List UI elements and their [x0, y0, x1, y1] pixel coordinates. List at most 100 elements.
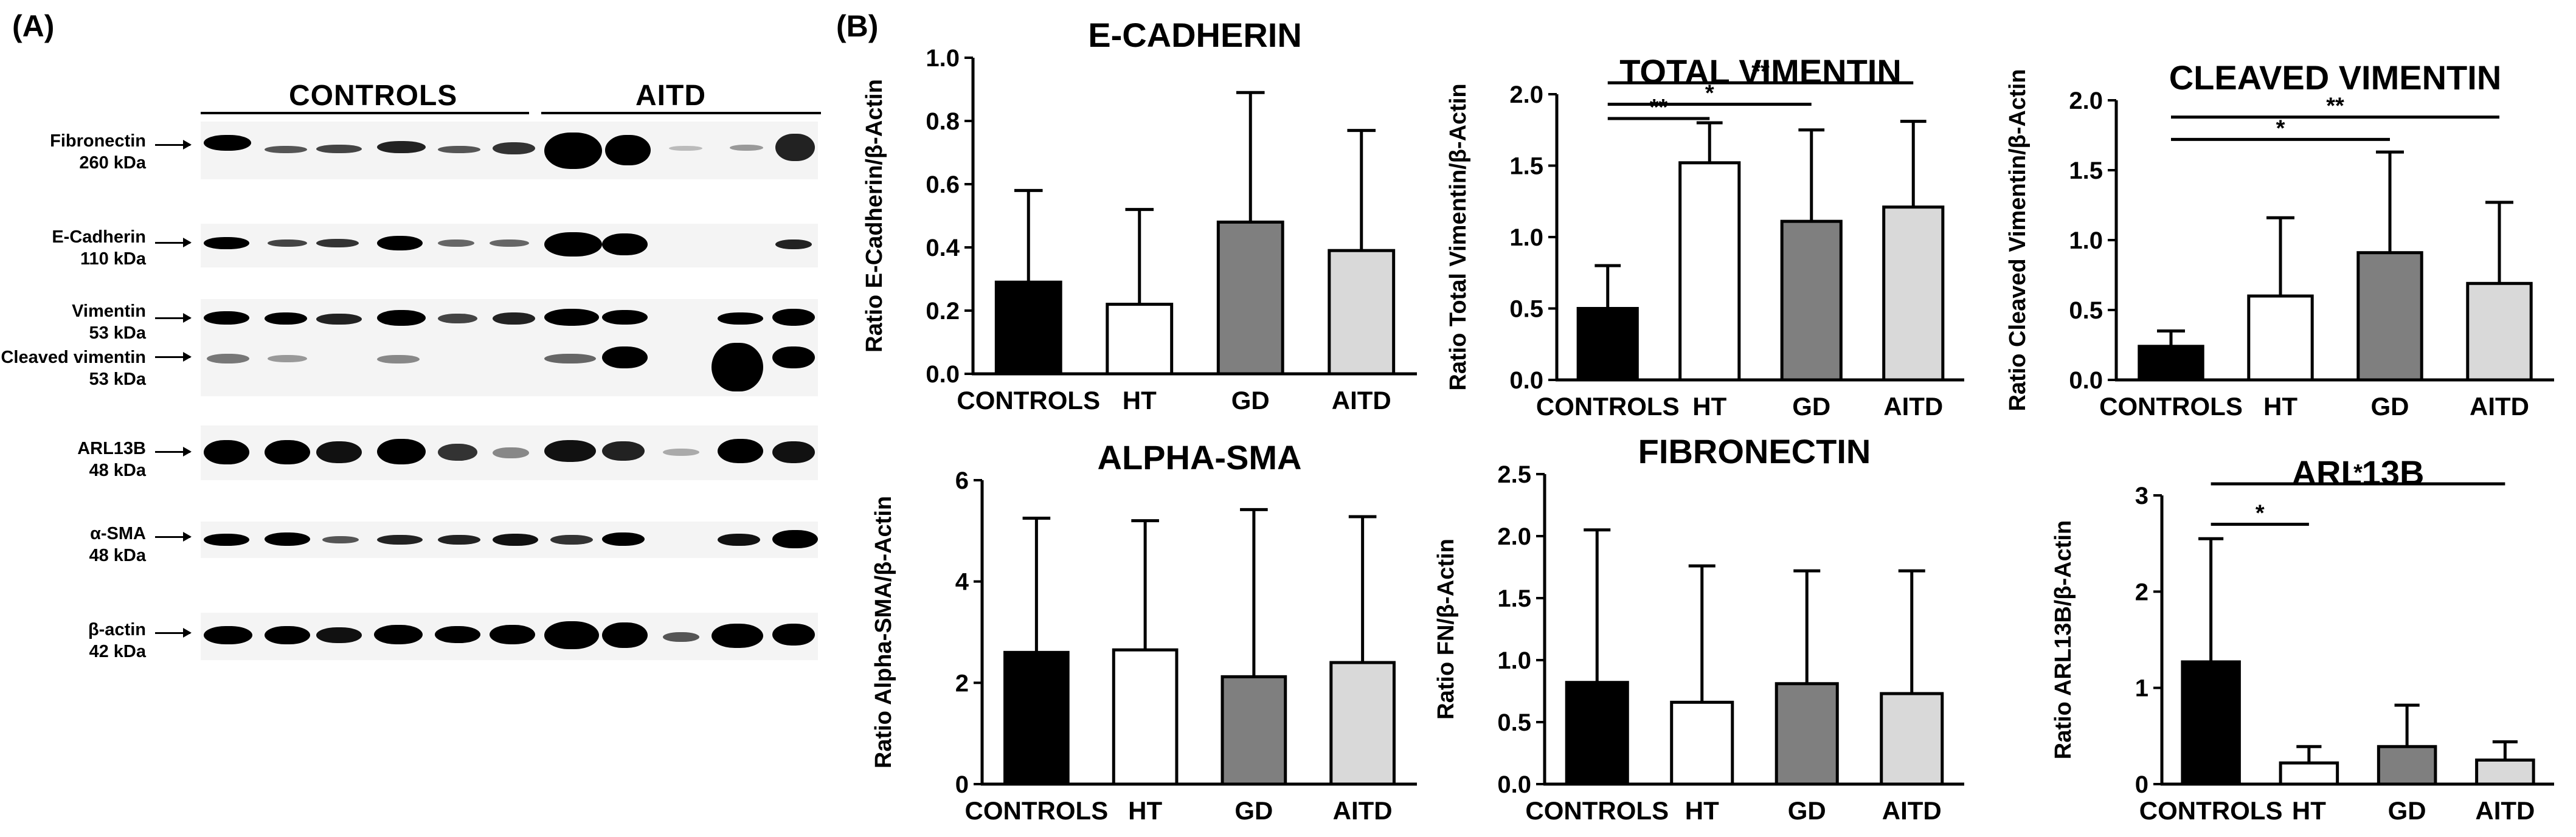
y-tick-label: 0.0	[1497, 771, 1531, 798]
blot-strip-e-cadherin	[201, 224, 818, 267]
panel-a-western-blots: (A) CONTROLS AITD Fibronectin 260 kDa E-…	[0, 0, 827, 837]
blot-label-fibronectin: Fibronectin 260 kDa	[0, 130, 146, 174]
bar-controls	[1003, 650, 1070, 786]
band	[544, 621, 599, 649]
band	[265, 532, 310, 546]
x-tick-label: HT	[1128, 796, 1162, 825]
band	[772, 624, 815, 646]
band	[493, 534, 538, 546]
arrow-icon	[155, 628, 192, 638]
x-tick-label: GD	[2388, 796, 2426, 825]
band	[377, 310, 426, 326]
y-tick-label: 1	[2135, 675, 2148, 702]
y-tick-label: 2.0	[1509, 81, 1543, 108]
bar-controls	[994, 280, 1062, 376]
band	[669, 146, 702, 151]
y-tick-label: 0.0	[1509, 367, 1543, 394]
x-tick-label: CONTROLS	[965, 796, 1109, 825]
band	[204, 311, 249, 325]
band	[268, 355, 307, 362]
panel-b-label: (B)	[836, 9, 879, 43]
band	[490, 625, 535, 644]
band	[435, 626, 480, 643]
blot-strip-arl13b	[201, 425, 818, 480]
y-tick-label: 0.5	[2069, 297, 2103, 324]
band	[377, 236, 423, 250]
chart-title: FIBRONECTIN	[1638, 432, 1871, 470]
y-tick-label: 2.0	[1497, 523, 1531, 550]
band	[775, 134, 815, 161]
band	[265, 312, 307, 325]
blot-label-arl13b: ARL13B 48 kDa	[0, 438, 146, 481]
blot-name: Fibronectin	[50, 131, 146, 151]
bar-gd	[2377, 745, 2437, 786]
band	[204, 626, 252, 644]
significance-label: *	[2353, 460, 2363, 486]
band	[772, 530, 818, 548]
y-tick-label: 6	[955, 467, 969, 494]
group-label-controls: CONTROLS	[289, 80, 458, 112]
blot-label-e-cadherin: E-Cadherin 110 kDa	[0, 226, 146, 270]
band	[265, 440, 310, 464]
blot-label-cleaved-vimentin: Cleaved vimentin 53 kDa	[0, 346, 146, 390]
y-tick-label: 1.0	[1509, 224, 1543, 251]
band	[438, 535, 480, 545]
band	[602, 346, 648, 368]
band	[268, 239, 307, 247]
band	[772, 346, 815, 368]
bar-ht	[1670, 700, 1734, 786]
x-tick-label: HT	[1123, 386, 1157, 415]
band	[544, 440, 596, 462]
arrow-icon	[155, 238, 192, 247]
bar-ht	[1106, 303, 1174, 376]
blot-kda: 53 kDa	[89, 370, 146, 389]
band	[602, 441, 645, 461]
y-axis-label: Ratio FN/β-Actin	[1433, 539, 1459, 720]
blot-label-beta-actin: β-actin 42 kDa	[0, 619, 146, 663]
bar-gd	[1774, 682, 1839, 786]
bar-ht	[1678, 161, 1741, 382]
bar-aitd	[1328, 249, 1396, 376]
y-axis-label: Ratio Total Vimentin/β-Actin	[1446, 83, 1471, 390]
y-tick-label: 3	[2135, 483, 2148, 509]
significance-label: **	[1650, 95, 1668, 120]
blot-name: ARL13B	[77, 439, 146, 458]
y-axis-label: Ratio Alpha-SMA/β-Actin	[871, 496, 896, 768]
blot-name: β-actin	[88, 620, 146, 639]
band	[602, 532, 645, 546]
blot-strip-alpha-sma	[201, 522, 818, 558]
blot-kda: 48 kDa	[89, 546, 146, 565]
blot-kda: 110 kDa	[80, 249, 146, 269]
blot-name: α-SMA	[90, 524, 146, 543]
blot-kda: 260 kDa	[79, 153, 146, 173]
band	[207, 354, 249, 363]
x-tick-label: AITD	[1333, 796, 1393, 825]
chart-fibronectin: FIBRONECTIN Ratio FN/β-Actin 0.0 0.5 1.0 1.5 2…	[1433, 432, 1964, 825]
chart-title: CLEAVED VIMENTIN	[2169, 58, 2502, 97]
x-tick-label: HT	[1685, 796, 1719, 825]
y-tick-label: 1.5	[1509, 153, 1543, 180]
x-tick-label: AITD	[2470, 392, 2529, 421]
y-tick-label: 1.0	[1497, 647, 1531, 674]
y-axis-label: Ratio E-Cadherin/β-Actin	[862, 79, 887, 353]
y-tick-label: 1.0	[926, 45, 960, 72]
bar-gd	[2356, 251, 2423, 382]
band	[602, 310, 648, 325]
x-tick-label: AITD	[1883, 392, 1943, 421]
band	[438, 239, 474, 247]
band	[544, 354, 596, 363]
y-tick-label: 0.2	[926, 298, 960, 325]
y-tick-label: 0.8	[926, 108, 960, 135]
band	[602, 233, 648, 255]
blot-kda: 42 kDa	[89, 642, 146, 661]
band	[712, 624, 763, 648]
band	[490, 239, 529, 247]
band	[718, 534, 760, 546]
blot-name: Vimentin	[72, 301, 146, 321]
x-tick-label: GD	[1792, 392, 1830, 421]
bar-aitd	[1329, 661, 1396, 786]
y-tick-label: 0	[955, 771, 969, 798]
y-tick-label: 2	[955, 670, 969, 697]
